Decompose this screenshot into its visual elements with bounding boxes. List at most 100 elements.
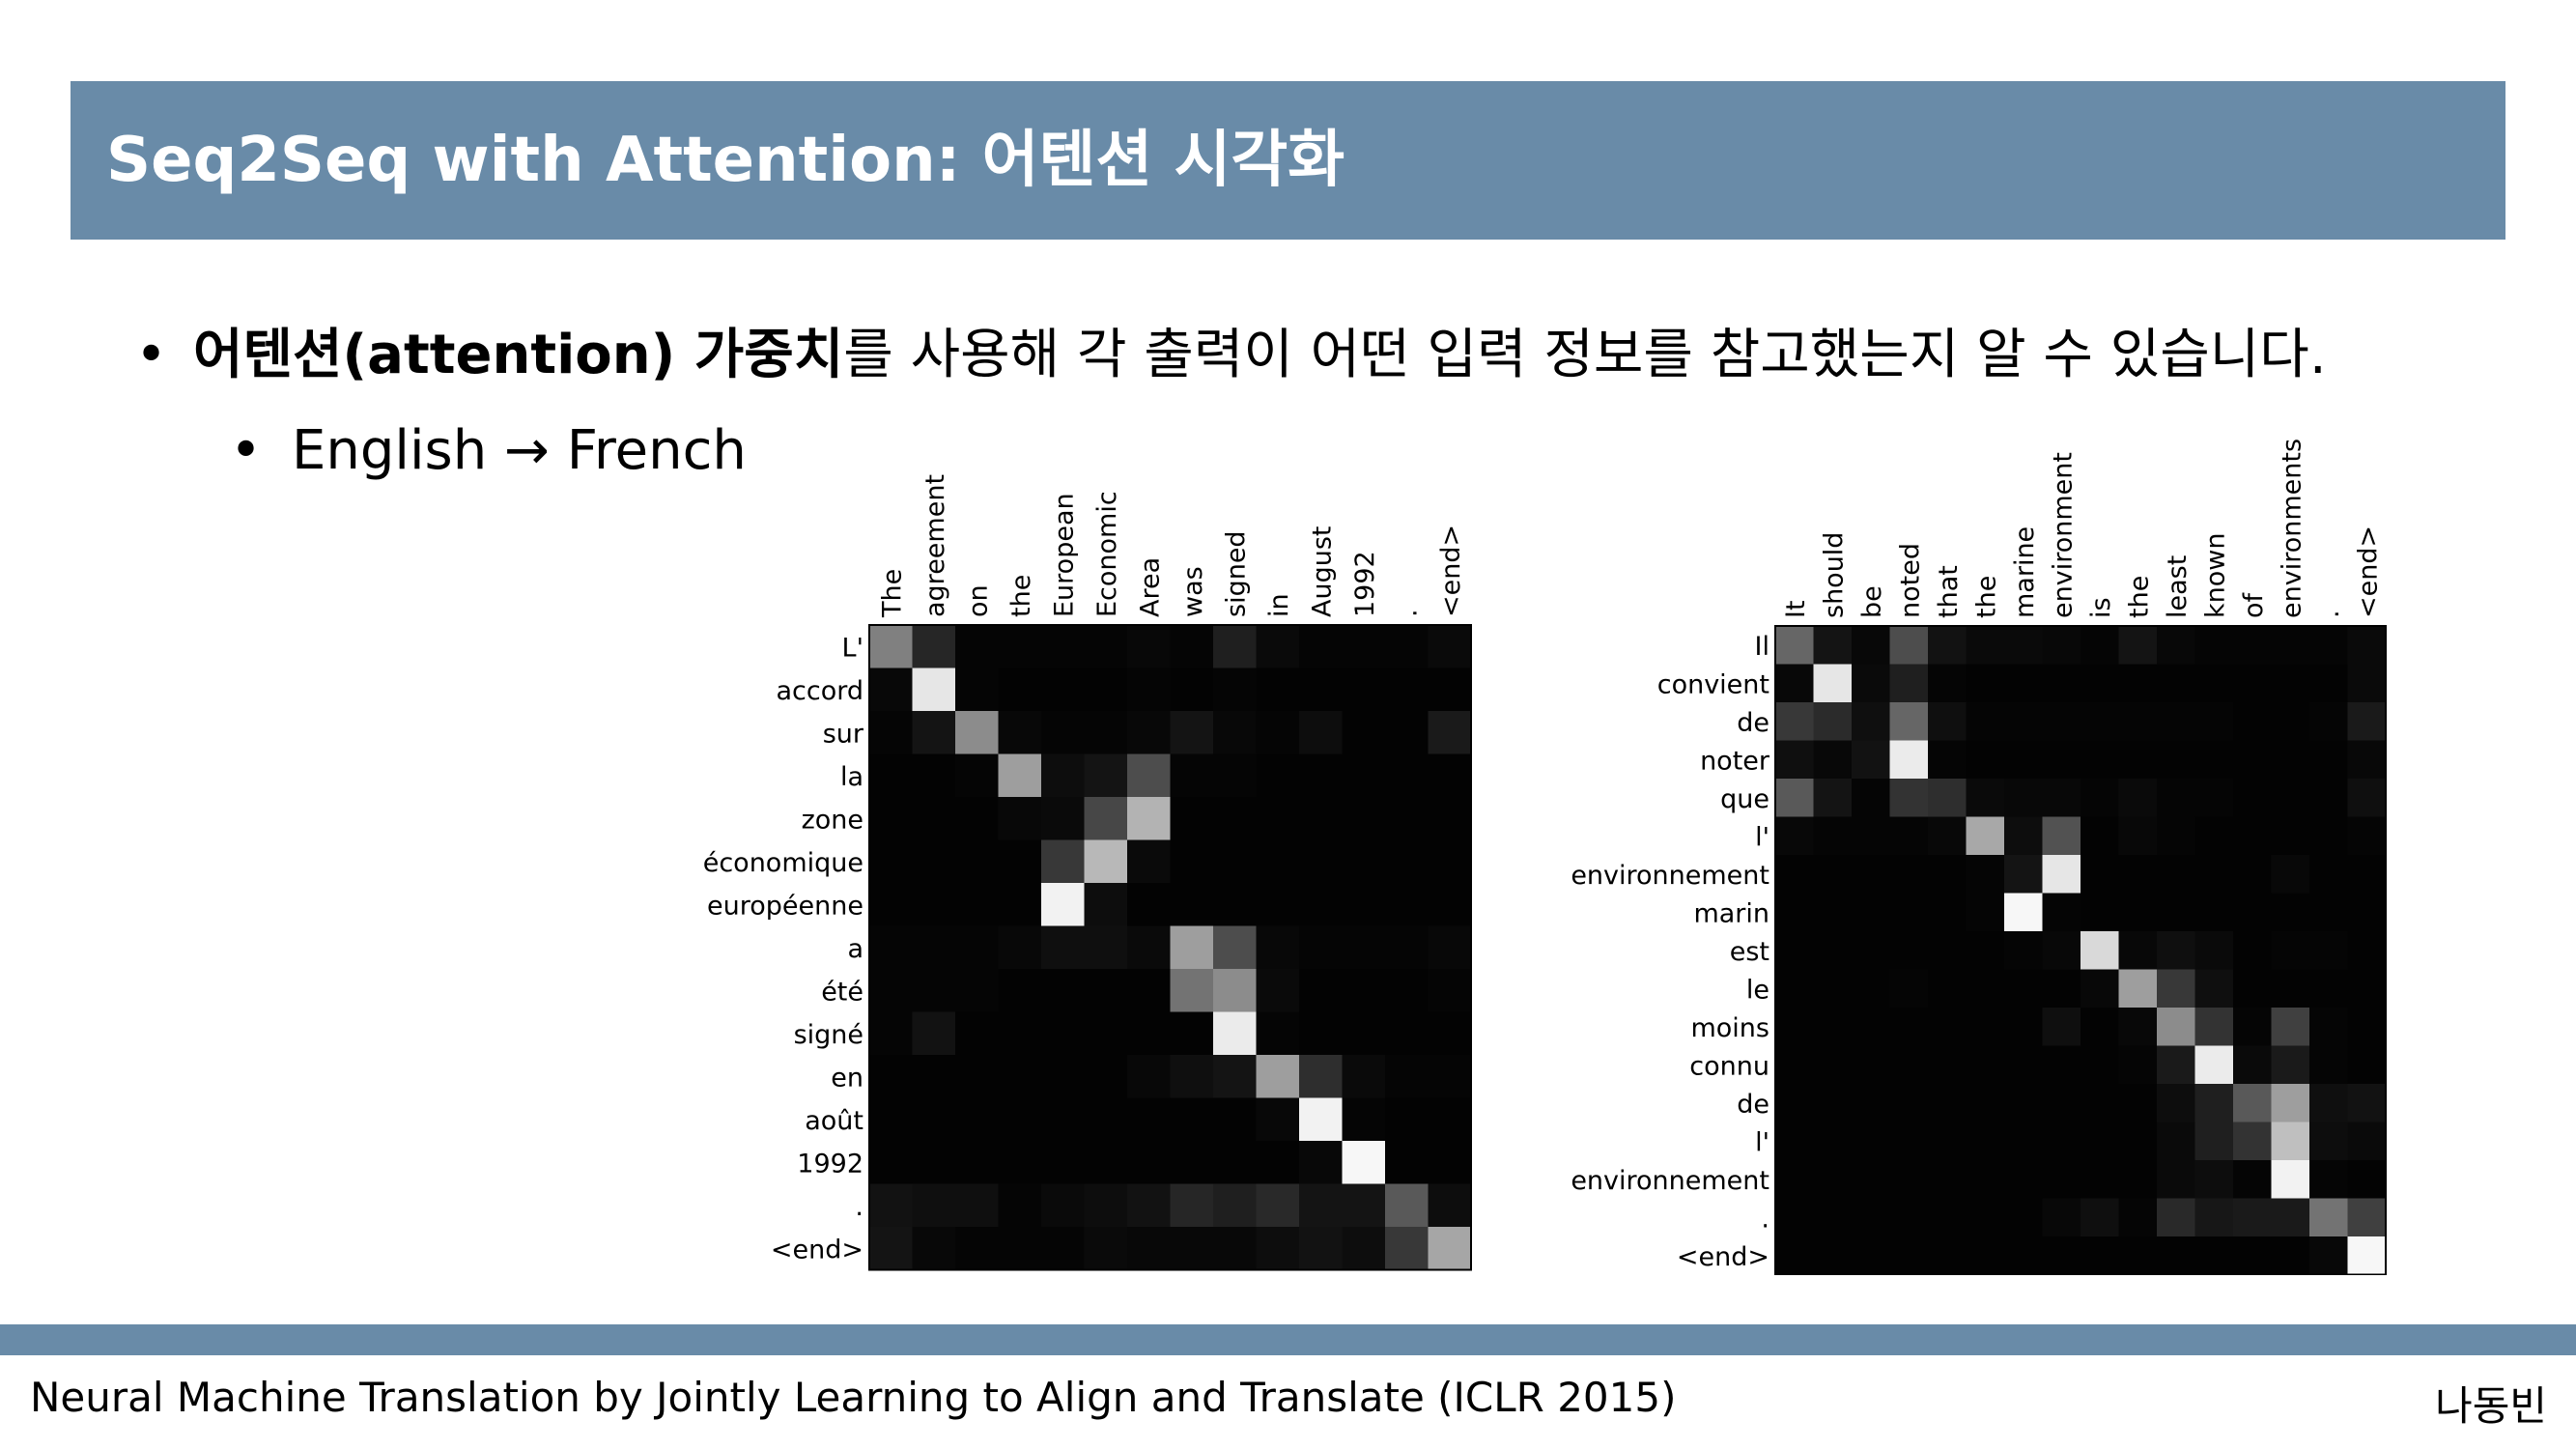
heatmap-cell (2118, 664, 2158, 703)
heatmap-cell (1342, 1183, 1386, 1228)
y-tick-label: a (847, 934, 863, 964)
heatmap-cell (1428, 1011, 1472, 1056)
heatmap-cell (912, 1183, 956, 1228)
heatmap-cell (1813, 1236, 1853, 1275)
heatmap-cell (1966, 1160, 2005, 1199)
heatmap-cell (2157, 779, 2195, 817)
heatmap-cell (1127, 1183, 1171, 1228)
heatmap-cell (1084, 668, 1128, 712)
heatmap-cell (2309, 1084, 2348, 1122)
heatmap-cell (2194, 702, 2234, 741)
heatmap-cell (2081, 779, 2119, 817)
heatmap-cell (1127, 925, 1171, 970)
heatmap-cell (1852, 664, 1890, 703)
heatmap-cell (2118, 931, 2158, 970)
y-tick-label: environnement (1571, 861, 1769, 891)
y-tick-label: Il (1755, 632, 1769, 662)
heatmap-cell (2347, 1160, 2387, 1199)
heatmap-cell (2081, 664, 2119, 703)
heatmap-cell (869, 797, 913, 840)
heatmap-cell (2194, 1122, 2234, 1161)
heatmap-cell (1928, 740, 1967, 780)
heatmap-cell (869, 1011, 913, 1056)
y-tick-label: que (1720, 784, 1769, 814)
heatmap-cell (998, 925, 1042, 970)
heatmap-cell (2042, 931, 2081, 970)
heatmap-cell (2233, 1008, 2272, 1046)
heatmap-cell (1385, 711, 1429, 754)
heatmap-cell (1813, 816, 1853, 856)
heatmap-cell (2233, 1045, 2272, 1085)
heatmap-cell (955, 625, 999, 668)
heatmap-cell (2194, 664, 2234, 703)
heatmap-cell (1342, 969, 1386, 1012)
heatmap-cell (2004, 931, 2043, 970)
heatmap-cell (1775, 1198, 1814, 1237)
heatmap-cell (869, 1183, 913, 1228)
heatmap-cell (1342, 753, 1386, 798)
heatmap-cell (2271, 1008, 2310, 1046)
heatmap-cell (2081, 893, 2119, 932)
heatmap-cell (2081, 1236, 2119, 1275)
heatmap-cell (1342, 925, 1386, 970)
heatmap-cell (2309, 855, 2348, 894)
heatmap-cell (912, 753, 956, 798)
heatmap-cell (2157, 664, 2195, 703)
heatmap-cell (869, 1055, 913, 1098)
heatmap-cell (1299, 925, 1343, 970)
heatmap-cell (1041, 839, 1085, 884)
heatmap-cell (869, 883, 913, 926)
heatmap-cell (1041, 1055, 1085, 1098)
x-tick-label: known (2200, 533, 2230, 618)
heatmap-cell (2081, 626, 2119, 665)
heatmap-cell (2194, 1084, 2234, 1122)
heatmap-cell (1084, 711, 1128, 754)
heatmap-cell (869, 1097, 913, 1142)
heatmap-cell (1813, 1122, 1853, 1161)
heatmap-cell (2309, 1045, 2348, 1085)
heatmap-cell (1084, 1141, 1128, 1184)
heatmap-cell (2118, 779, 2158, 817)
heatmap-cell (955, 711, 999, 754)
heatmap-cell (1170, 668, 1214, 712)
heatmap-cell (1385, 753, 1429, 798)
heatmap-cell (2347, 1084, 2387, 1122)
heatmap-cell (1813, 1198, 1853, 1237)
heatmap-cell (2042, 664, 2081, 703)
title-bar: Seq2Seq with Attention: 어텐션 시각화 (71, 81, 2505, 240)
heatmap-cell (869, 839, 913, 884)
heatmap-cell (1852, 1084, 1890, 1122)
heatmap-cell (2271, 816, 2310, 856)
heatmap-cell (912, 1227, 956, 1270)
heatmap-cell (1041, 1183, 1085, 1228)
heatmap-cell (1428, 668, 1472, 712)
heatmap-cell (1852, 931, 1890, 970)
heatmap-cell (1213, 969, 1257, 1012)
heatmap-cell (2118, 1198, 2158, 1237)
heatmap-cell (2042, 702, 2081, 741)
heatmap-cell (1813, 740, 1853, 780)
x-tick-label: least (2163, 555, 2193, 618)
heatmap-cell (955, 668, 999, 712)
heatmap-cell (1966, 855, 2005, 894)
heatmap-cell (1127, 753, 1171, 798)
heatmap-cell (2081, 1084, 2119, 1122)
heatmap-cell (2309, 1236, 2348, 1275)
heatmap-cell (1299, 668, 1343, 712)
heatmap-cell (1889, 1084, 1929, 1122)
heatmap-cell (2233, 702, 2272, 741)
heatmap-cell (2271, 740, 2310, 780)
heatmap-cell (2309, 893, 2348, 932)
heatmap-cell (998, 753, 1042, 798)
heatmap-cell (1385, 1141, 1429, 1184)
heatmap-cell (912, 625, 956, 668)
heatmap-cell (2271, 855, 2310, 894)
heatmap-cell (2233, 816, 2272, 856)
x-tick-label: was (1178, 566, 1208, 617)
heatmap-cell (1385, 1097, 1429, 1142)
heatmap-cell (1127, 1097, 1171, 1142)
heatmap-cell (998, 797, 1042, 840)
heatmap-cell (1889, 1160, 1929, 1199)
heatmap-cell (1928, 1008, 1967, 1046)
heatmap-cell (2004, 1008, 2043, 1046)
